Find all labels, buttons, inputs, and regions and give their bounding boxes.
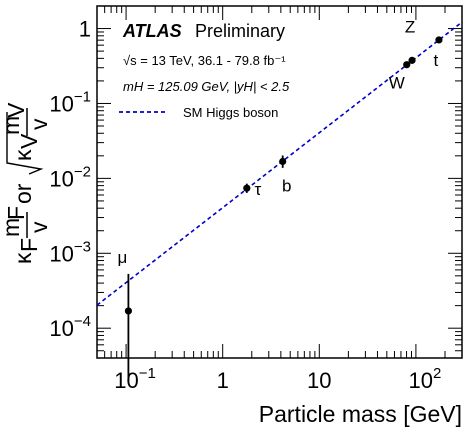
y-tick-label: 10−4 bbox=[49, 313, 91, 341]
y-title-mv-sub: V bbox=[3, 102, 29, 118]
y-tick-label: 10−3 bbox=[49, 238, 91, 266]
data-points: μ τ b W Zt bbox=[118, 17, 443, 381]
point-τ bbox=[243, 184, 251, 192]
y-title-kappa-v: κ bbox=[10, 149, 36, 161]
status-label: Preliminary bbox=[195, 21, 285, 41]
annotation-energy: √s = 13 TeV, 36.1 - 79.8 fb⁻¹ bbox=[123, 53, 286, 68]
y-title-mv: m bbox=[0, 116, 24, 135]
legend-label: SM Higgs boson bbox=[183, 105, 278, 120]
point-label-W: W bbox=[389, 74, 405, 93]
point-label-τ: τ bbox=[254, 180, 261, 199]
x-tick-label: 10 bbox=[307, 368, 331, 393]
y-title-kappa-f: κ bbox=[10, 252, 36, 264]
y-title-mf: m bbox=[0, 218, 24, 237]
point-label-b: b bbox=[282, 176, 291, 195]
tick-labels: 10−1 1 10 102 10−4 10−3 10−2 10−1 1 bbox=[49, 17, 441, 393]
y-title-or: or bbox=[10, 183, 36, 204]
y-title-sub-f: F bbox=[16, 238, 42, 252]
point-μ bbox=[124, 307, 133, 315]
y-tick-label: 10−1 bbox=[49, 88, 91, 116]
experiment-label: ATLAS bbox=[122, 21, 182, 41]
y-title-v1: v bbox=[26, 221, 52, 233]
point-label-μ: μ bbox=[118, 248, 128, 267]
x-tick-label: 1 bbox=[217, 368, 229, 393]
point-t bbox=[435, 36, 443, 44]
y-tick-label: 1 bbox=[79, 17, 91, 42]
point-Z bbox=[408, 56, 416, 64]
point-label-Z: Z bbox=[405, 17, 415, 36]
point-W bbox=[403, 61, 411, 69]
point-b bbox=[279, 157, 287, 166]
y-tick-label: 10−2 bbox=[49, 163, 91, 191]
y-title-mf-sub: F bbox=[3, 206, 29, 220]
y-title-v2: v bbox=[26, 118, 52, 130]
annotation-higgs-mass: mH = 125.09 GeV, |yH| < 2.5 bbox=[123, 79, 290, 94]
x-tick-label: 10−1 bbox=[114, 365, 156, 393]
x-tick-label: 102 bbox=[408, 365, 441, 393]
x-axis-title: Particle mass [GeV] bbox=[259, 401, 462, 427]
y-axis-title: κFmFy-title-frac-barvory-title-sqrtκVmVy… bbox=[0, 102, 52, 264]
point-label-t: t bbox=[434, 51, 439, 70]
y-title-sub-v: V bbox=[16, 133, 42, 149]
axis-ticks bbox=[96, 5, 463, 359]
